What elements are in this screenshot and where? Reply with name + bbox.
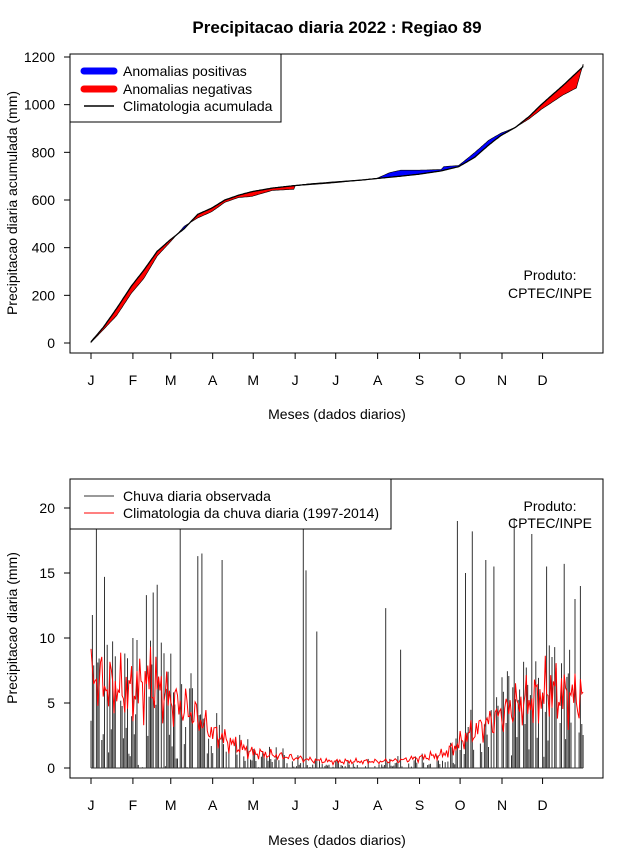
- x-tick-label: J: [88, 372, 95, 388]
- x-axis-label-bottom: Meses (dados diarios): [268, 832, 406, 848]
- chart-title: Precipitacao diaria 2022 : Regiao 89: [192, 18, 481, 37]
- y-tick-label: 200: [32, 287, 56, 303]
- x-tick-label: S: [415, 797, 424, 813]
- y-tick-label: 5: [47, 695, 55, 711]
- y-tick-label: 400: [32, 240, 56, 256]
- x-tick-label: O: [455, 372, 466, 388]
- x-tick-label: J: [88, 797, 95, 813]
- x-tick-label: A: [208, 797, 218, 813]
- x-tick-label: A: [208, 372, 218, 388]
- y-tick-label: 600: [32, 192, 56, 208]
- x-tick-label: A: [373, 372, 383, 388]
- legend: Anomalias positivas Anomalias negativas …: [69, 53, 282, 123]
- positive-anomaly-area: [359, 125, 518, 181]
- x-tick-label: A: [373, 797, 383, 813]
- y-axis-label: Precipitacao diaria acumulada (mm): [4, 91, 20, 315]
- legend-label-positive: Anomalias positivas: [123, 63, 247, 79]
- x-tick-label: N: [497, 797, 507, 813]
- x-tick-label: D: [538, 797, 548, 813]
- x-tick-label: J: [292, 372, 299, 388]
- y-tick-label: 10: [39, 630, 55, 646]
- y-tick-label: 1200: [24, 49, 55, 65]
- y-axis-label-bottom: Precipitacao diaria (mm): [4, 552, 20, 704]
- x-tick-label: J: [292, 797, 299, 813]
- cumulative-chart: 0 200 400 600 800 1000 1200 J F M A M J J A S O N D Meses…: [4, 49, 604, 422]
- y-tick-label: 0: [47, 335, 55, 351]
- x-tick-label: M: [165, 797, 177, 813]
- x-tick-label: M: [165, 372, 177, 388]
- x-tick-label: J: [332, 797, 339, 813]
- legend-label-climatology: Climatologia acumulada: [123, 98, 273, 114]
- y-tick-label: 800: [32, 144, 56, 160]
- y-tick-label: 15: [39, 565, 55, 581]
- climatology-line: [90, 66, 584, 343]
- legend-bottom: Chuva diaria observada Climatologia da c…: [69, 478, 392, 530]
- x-tick-label: M: [247, 797, 259, 813]
- x-tick-label: M: [247, 372, 259, 388]
- x-tick-label: D: [538, 372, 548, 388]
- legend-box-bottom: [69, 478, 392, 530]
- y-tick-label: 0: [47, 760, 55, 776]
- x-tick-label: S: [415, 372, 424, 388]
- y-tick-label: 20: [39, 500, 55, 516]
- negative-anomaly-area: [190, 179, 361, 223]
- y-axis: 0 200 400 600 800 1000 1200: [24, 49, 71, 351]
- climatology-daily-line: [90, 646, 584, 767]
- x-tick-label: O: [455, 797, 466, 813]
- daily-chart: 0 5 10 15 20 J F M A M J J A S O N D Meses (dados diari…: [4, 478, 604, 848]
- x-tick-label: F: [129, 372, 138, 388]
- product-label: Produto:: [524, 267, 577, 283]
- legend-label-negative: Anomalias negativas: [123, 81, 252, 97]
- negative-anomaly-area: [516, 64, 584, 128]
- product-source: CPTEC/INPE: [508, 285, 592, 301]
- legend-label-observed: Chuva diaria observada: [123, 488, 271, 504]
- product-label-bottom: Produto:: [524, 498, 577, 514]
- x-axis-label: Meses (dados diarios): [268, 406, 406, 422]
- product-source-bottom: CPTEC/INPE: [508, 515, 592, 531]
- x-tick-label: N: [497, 372, 507, 388]
- y-tick-label: 1000: [24, 97, 55, 113]
- y-axis-bottom: 0 5 10 15 20: [39, 500, 71, 776]
- x-tick-label: F: [129, 797, 138, 813]
- legend-label-climatology-daily: Climatologia da chuva diaria (1997-2014): [123, 505, 379, 521]
- x-tick-label: J: [332, 372, 339, 388]
